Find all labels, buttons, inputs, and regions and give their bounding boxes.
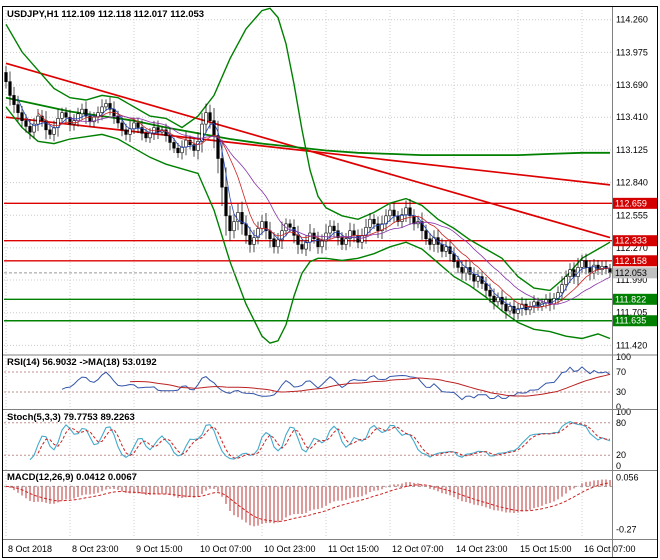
price-tick-label: 112.555 — [616, 210, 648, 220]
time-axis-label: 12 Oct 07:00 — [392, 544, 444, 554]
chart-border — [2, 6, 658, 558]
price-tick-label: 111.420 — [616, 340, 647, 350]
time-axis-label: 16 Oct 07:00 — [584, 544, 636, 554]
frame — [2, 6, 658, 558]
price-tick-label: 114.260 — [616, 15, 648, 25]
price-tick-label: 113.975 — [616, 47, 648, 57]
overlay-ma-long — [5, 96, 610, 157]
price-tag-level-bg — [613, 315, 658, 327]
macd-scale-label: 0.056 — [616, 472, 639, 482]
rsi-ma-line — [129, 373, 611, 397]
macd-signal-line — [5, 482, 611, 522]
time-axis-label: 14 Oct 23:00 — [456, 544, 508, 554]
time-axis: 8 Oct 2018 8 Oct 23:00 9 Oct 15:00 10 Oct 0… — [8, 544, 636, 554]
overlay-ma-mid-red — [37, 111, 611, 309]
green-overlays — [5, 7, 611, 344]
rsi-scale-label: 0 — [616, 402, 621, 412]
price-tag-current: 112.053 — [615, 268, 647, 278]
price-tag-level-bg — [613, 197, 658, 209]
price-moving-averages — [17, 98, 611, 311]
stoch-scale-label: 80 — [616, 418, 626, 428]
price-scale: 114.260 113.975 113.690 113.410 113.125 112.8… — [613, 15, 658, 350]
price-tick-label: 112.840 — [616, 178, 648, 188]
time-axis-label: 15 Oct 15:00 — [520, 544, 572, 554]
time-axis-label: 9 Oct 15:00 — [136, 544, 183, 554]
price-tick-label: 113.690 — [616, 80, 648, 90]
rsi-scale-label: 30 — [616, 387, 626, 397]
price-tag-level: 112.659 — [615, 198, 647, 208]
macd-panel: 0.056 -0.27 — [4, 472, 639, 535]
grid — [4, 10, 612, 538]
overlay-ma-slow-purple — [69, 115, 611, 305]
candles — [4, 65, 612, 320]
price-tag-level: 111.635 — [615, 316, 646, 326]
price-tick-label: 113.125 — [616, 145, 648, 155]
stoch-scale-label: 20 — [616, 450, 626, 460]
price-tag-level-bg — [613, 255, 658, 267]
price-tag-level: 111.822 — [615, 294, 646, 304]
overlay-ma-fast-blue — [17, 98, 611, 311]
stoch-scale-label: 100 — [616, 407, 631, 417]
stoch-signal-line — [37, 422, 611, 459]
macd-scale-label: -0.27 — [616, 525, 637, 535]
price-tag-current-bg — [613, 267, 658, 279]
trendlines — [5, 62, 611, 239]
time-axis-label: 11 Oct 15:00 — [328, 544, 379, 554]
price-tick-label: 113.410 — [616, 112, 648, 122]
trendline — [5, 116, 611, 186]
overlay-band-upper — [5, 7, 611, 292]
stoch-scale-label: 0 — [616, 461, 621, 471]
rsi-line — [61, 366, 611, 401]
overlay-band-lower — [5, 106, 611, 344]
time-axis-label: 8 Oct 2018 — [8, 544, 52, 554]
rsi-panel: 100 70 30 0 — [4, 352, 631, 412]
price-tick-label: 112.270 — [616, 243, 648, 253]
time-axis-label: 10 Oct 23:00 — [264, 544, 316, 554]
price-tick-label: 111.990 — [616, 275, 647, 285]
horizontal-levels — [4, 202, 612, 322]
time-axis-label: 8 Oct 23:00 — [72, 544, 119, 554]
price-tag-level: 112.158 — [615, 256, 647, 266]
price-tag-level-bg — [613, 235, 658, 247]
rsi-scale-label: 100 — [616, 352, 631, 362]
price-tag-level-bg — [613, 293, 658, 305]
price-tick-label: 111.705 — [616, 308, 647, 318]
time-axis-label: 10 Oct 07:00 — [200, 544, 252, 554]
rsi-scale-label: 70 — [616, 367, 626, 377]
stoch-main-line — [29, 420, 611, 461]
price-tag-level: 112.333 — [615, 236, 647, 246]
